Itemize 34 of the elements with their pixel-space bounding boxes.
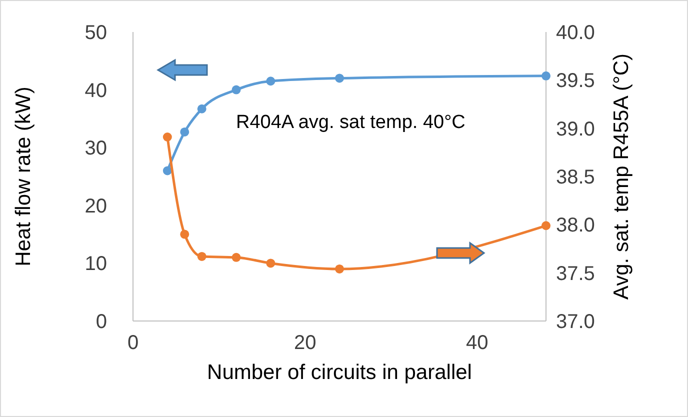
y-tick-label: 0 [96,311,107,333]
x-tick-label: 20 [294,332,316,354]
y2-tick-label: 38.0 [556,214,595,237]
point [180,127,190,136]
y-tick-label: 40 [84,80,107,102]
y2-tick-label: 40.0 [556,22,595,44]
x-axis-title: Number of circuits in parallel [207,361,472,384]
point [335,264,344,274]
point [162,132,172,142]
y-tick-label: 20 [84,195,107,218]
y-tick-label: 30 [84,138,107,160]
x-tick-label: 40 [466,332,488,354]
point [232,252,241,262]
point [180,230,190,239]
point [197,104,206,114]
point [542,71,550,80]
y2-tick-label: 38.5 [556,166,595,188]
y2-tick-label: 37.5 [556,262,595,285]
annotation: R404A avg. sat temp. 40°C [236,112,466,133]
y2-axis-title: Avg. sat. temp R455A (°C) [610,53,633,300]
point [266,76,276,86]
point [542,221,550,230]
y-tick-label: 50 [84,22,107,44]
point [197,252,206,261]
point [232,85,241,94]
y-tick-label: 10 [84,253,107,276]
y2-tick-label: 39.0 [556,118,595,140]
point [162,166,172,176]
x-tick-label: 0 [127,332,139,354]
y-axis-title: Heat flow rate (kW) [12,86,35,266]
point [266,258,276,268]
point [335,74,344,83]
y2-tick-label: 37.0 [556,311,595,333]
y2-tick-label: 39.5 [556,70,595,92]
